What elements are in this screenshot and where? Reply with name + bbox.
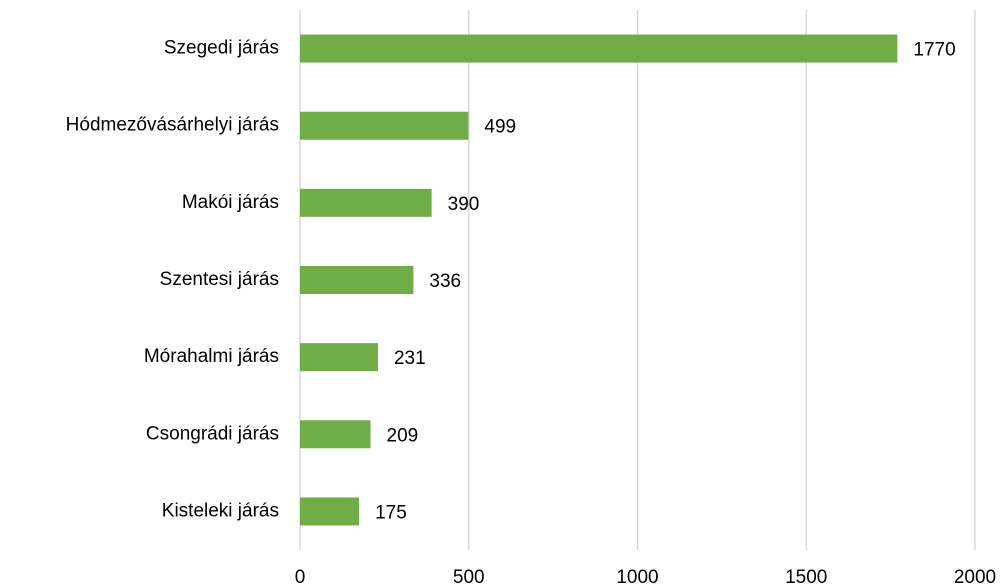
- x-tick-label: 0: [295, 567, 306, 588]
- y-tick-label: Hódmezővásárhelyi járás: [66, 115, 279, 136]
- data-label: 336: [429, 271, 461, 292]
- x-tick-label: 500: [453, 567, 485, 588]
- y-tick-label: Makói járás: [182, 192, 279, 213]
- bar: [300, 111, 469, 140]
- y-tick-label: Szegedi járás: [164, 38, 279, 59]
- bar: [300, 420, 371, 449]
- bar: [300, 343, 378, 372]
- y-tick-label: Szentesi járás: [160, 269, 279, 290]
- bar: [300, 34, 898, 63]
- x-tick-label: 1000: [616, 567, 658, 588]
- bar: [300, 188, 432, 217]
- x-tick-label: 2000: [954, 567, 996, 588]
- data-label: 231: [394, 348, 426, 369]
- x-tick-label: 1500: [785, 567, 827, 588]
- data-label: 499: [484, 117, 516, 138]
- bar: [300, 266, 414, 294]
- y-tick-label: Kisteleki járás: [162, 500, 279, 521]
- data-label: 209: [387, 425, 419, 446]
- data-label: 1770: [913, 40, 955, 61]
- data-label: 390: [448, 194, 480, 215]
- bar: [300, 497, 360, 526]
- y-tick-label: Mórahalmi járás: [144, 346, 279, 367]
- data-label: 175: [375, 502, 407, 523]
- y-tick-label: Csongrádi járás: [146, 423, 279, 444]
